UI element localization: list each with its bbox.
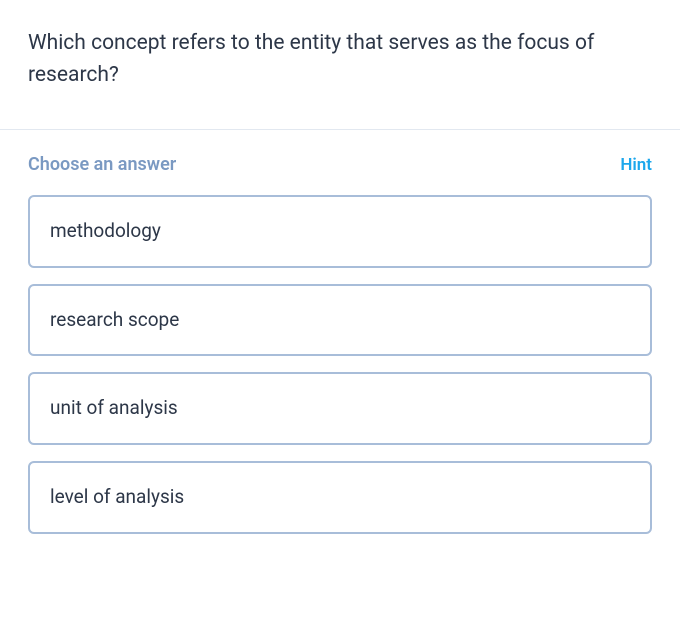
hint-button[interactable]: Hint — [620, 155, 652, 175]
answer-option-label: research scope — [50, 308, 179, 331]
question-section: Which concept refers to the entity that … — [0, 0, 680, 129]
answer-option-0[interactable]: methodology — [28, 195, 652, 268]
answer-option-1[interactable]: research scope — [28, 284, 652, 357]
answer-section: Choose an answer Hint methodology resear… — [0, 130, 680, 534]
answer-header: Choose an answer Hint — [28, 154, 652, 175]
answer-option-2[interactable]: unit of analysis — [28, 372, 652, 445]
answer-option-label: methodology — [50, 219, 161, 242]
answer-option-3[interactable]: level of analysis — [28, 461, 652, 534]
choose-answer-label: Choose an answer — [28, 154, 176, 175]
answer-option-label: level of analysis — [50, 485, 184, 508]
answer-option-label: unit of analysis — [50, 396, 178, 419]
question-text: Which concept refers to the entity that … — [28, 28, 652, 91]
